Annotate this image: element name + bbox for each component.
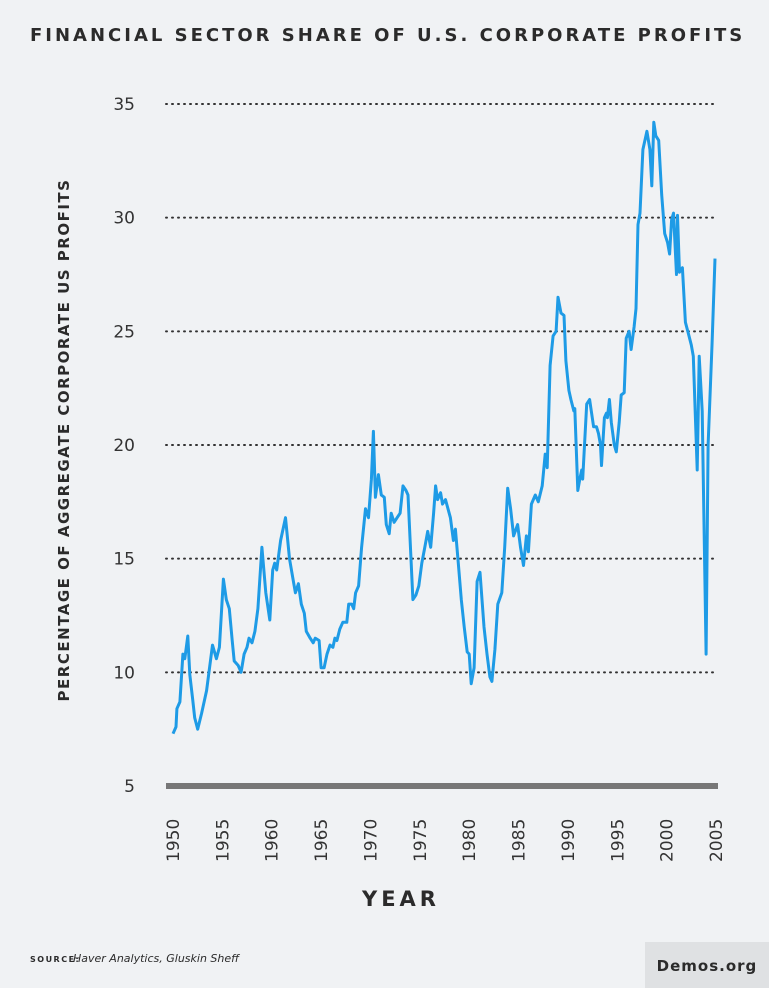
x-tick-label: 1985 <box>510 819 530 862</box>
x-axis-label: YEAR <box>361 887 440 911</box>
x-tick-label: 1965 <box>312 819 332 862</box>
y-tick-label: 5 <box>124 777 135 797</box>
x-tick-label: 2000 <box>658 819 678 862</box>
x-tick-label: 1955 <box>213 819 233 862</box>
x-tick-label: 1970 <box>361 819 381 862</box>
y-tick-label: 15 <box>113 550 135 570</box>
y-tick-label: 35 <box>113 95 135 115</box>
y-tick-label: 25 <box>113 322 135 342</box>
x-tick-label: 1990 <box>559 819 579 862</box>
y-tick-label: 20 <box>113 436 135 456</box>
brand-badge <box>645 942 769 988</box>
y-axis-label: PERCENTAGE OF AGGREGATE CORPORATE US PRO… <box>55 179 73 702</box>
x-tick-label: 1980 <box>460 819 480 862</box>
data-line <box>171 120 717 735</box>
x-tick-label: 1950 <box>164 819 184 862</box>
x-tick-label: 1995 <box>608 819 628 862</box>
y-tick-label: 10 <box>113 663 135 683</box>
y-tick-label: 30 <box>113 209 135 229</box>
source-text: Haver Analytics, Gluskin Sheff <box>73 952 240 965</box>
x-tick-label: 1960 <box>263 819 283 862</box>
source-label: SOURCE: <box>30 955 80 964</box>
chart-title: FINANCIAL SECTOR SHARE OF U.S. CORPORATE… <box>30 25 745 46</box>
brand: Demos.org <box>657 957 758 975</box>
x-tick-label: 1975 <box>411 819 431 862</box>
x-tick-label: 2005 <box>707 819 727 862</box>
